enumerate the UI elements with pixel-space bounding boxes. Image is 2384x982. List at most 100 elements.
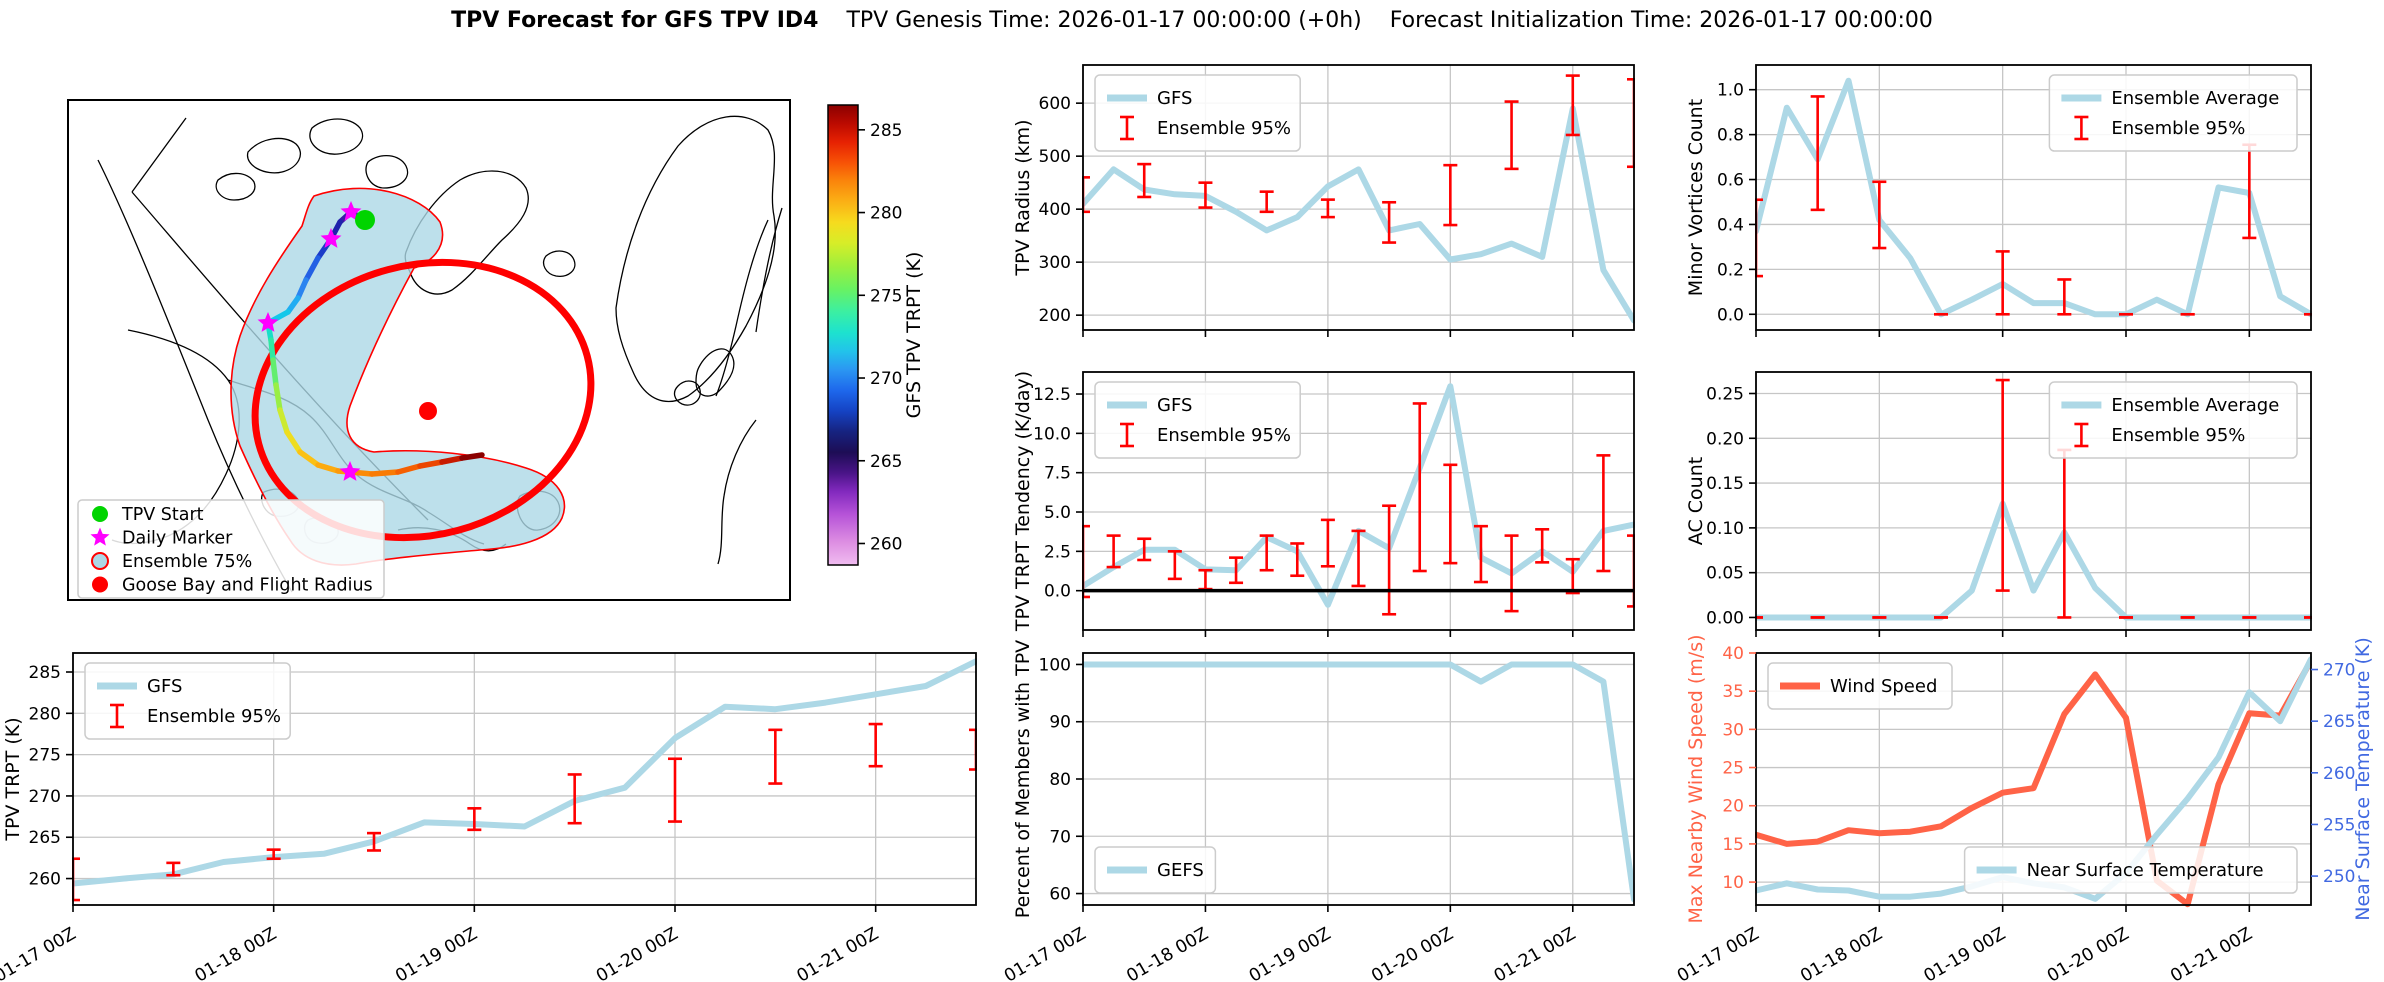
ytick-windtemp: 265 bbox=[2323, 712, 2355, 732]
series-ensemble-average-line bbox=[1755, 77, 2312, 318]
tpv-start-legend-marker bbox=[92, 506, 108, 522]
xtick-label: 01-20 00Z bbox=[593, 924, 682, 982]
ytick-windtemp: 30 bbox=[1722, 720, 1744, 740]
tpv-start-marker bbox=[355, 210, 375, 230]
ytick-windtemp: 255 bbox=[2323, 815, 2355, 835]
xtick-label: 01-20 00Z bbox=[2044, 924, 2133, 982]
trajectory-segment bbox=[285, 295, 301, 315]
legend-label-ensemble-95: Ensemble 95% bbox=[1157, 425, 1291, 446]
colorbar-tick: 280 bbox=[870, 204, 902, 224]
trajectory-segment bbox=[273, 382, 283, 413]
trajectory-segment bbox=[268, 337, 276, 363]
legend: Wind Speed bbox=[1767, 662, 1953, 710]
trajectory-segment bbox=[459, 452, 485, 461]
ytick-windtemp: 40 bbox=[1722, 644, 1744, 664]
ytick-percent: 60 bbox=[1049, 885, 1071, 905]
ylabel-near-surface-temperature-k: Near Surface Temperature (K) bbox=[2352, 637, 2374, 921]
plot-border bbox=[1082, 371, 1635, 631]
trajectory-segment bbox=[277, 407, 290, 435]
ytick-radius: 600 bbox=[1039, 94, 1071, 114]
ytick-tendency: 5.0 bbox=[1044, 503, 1071, 523]
colorbar-tick: 270 bbox=[870, 369, 902, 389]
ytick-trpt: 260 bbox=[29, 870, 61, 890]
colorbar-tick: 265 bbox=[870, 452, 902, 472]
series-gfs-line bbox=[72, 658, 977, 887]
map-legend: TPV Start Daily Marker Ensemble 75% Goose B… bbox=[77, 499, 385, 599]
ytick-windtemp: 20 bbox=[1722, 797, 1744, 817]
ytick-minor: 0.4 bbox=[1717, 215, 1744, 235]
ylabel-tpv-trpt-tendency-k-day: TPV TRPT Tendency (K/day) bbox=[1012, 371, 1034, 632]
legend-label-near-surface-temperature: Near Surface Temperature bbox=[2027, 860, 2264, 881]
figure-title: TPV Forecast for GFS TPV ID4 TPV Genesis … bbox=[0, 8, 2384, 33]
coast-arctic-island-1 bbox=[247, 137, 301, 174]
ytick-ac: 0.00 bbox=[1706, 608, 1744, 628]
map-legend-label-goose-bay-and-flight-radius: Goose Bay and Flight Radius bbox=[122, 576, 373, 596]
legend-box bbox=[1094, 846, 1217, 894]
goose-bay-marker bbox=[419, 402, 437, 420]
plot-border bbox=[72, 652, 977, 906]
title-genesis-time: TPV Genesis Time: 2026-01-17 00:00:00 (+… bbox=[846, 8, 1362, 33]
ensemble-75-region bbox=[230, 187, 566, 566]
trajectory-segment bbox=[297, 449, 321, 468]
map-legend-label-daily-marker: Daily Marker bbox=[122, 529, 233, 549]
goose-bay-and-flight-radius-legend-marker bbox=[92, 576, 108, 593]
ytick-ac: 0.20 bbox=[1706, 429, 1744, 449]
colorbar-tick: 275 bbox=[870, 286, 902, 306]
ytick-tendency: 10.0 bbox=[1033, 424, 1071, 444]
chart-windtemp: 10 15 20 25 30 35 40 Max Nearby Wind Speed (m/s… bbox=[1674, 634, 2374, 982]
ytick-percent: 100 bbox=[1039, 655, 1071, 675]
trajectory-segment bbox=[295, 277, 309, 301]
ytick-windtemp: 35 bbox=[1722, 682, 1744, 702]
legend-label-ensemble-95: Ensemble 95% bbox=[2111, 118, 2245, 139]
ytick-minor: 1.0 bbox=[1717, 81, 1744, 101]
ytick-ac: 0.05 bbox=[1706, 564, 1744, 584]
coast-norway-2 bbox=[755, 207, 783, 333]
ytick-minor: 0.8 bbox=[1717, 126, 1744, 146]
ytick-radius: 400 bbox=[1039, 200, 1071, 220]
chart-trpt: 260 265 270 275 280 285 TPV TRPT (K) 01-17 00Z 0… bbox=[0, 652, 977, 982]
ylabel-percent-of-members-with-tpv: Percent of Members with TPV bbox=[1012, 640, 1034, 918]
errorbars-ensemble-95 bbox=[72, 722, 977, 902]
series-gfs-line bbox=[1082, 105, 1635, 324]
xtick-label: 01-19 00Z bbox=[392, 924, 481, 982]
ylabel-ac-count: AC Count bbox=[1685, 457, 1707, 545]
ytick-trpt: 275 bbox=[29, 746, 61, 766]
title-forecast: TPV Forecast for GFS TPV ID4 bbox=[451, 8, 819, 33]
xtick-label: 01-17 00Z bbox=[1674, 924, 1763, 982]
daily-marker-star bbox=[320, 228, 342, 248]
plot-border bbox=[1755, 371, 2312, 631]
legend-box bbox=[1094, 74, 1301, 152]
trajectory-segment bbox=[395, 463, 423, 475]
ytick-percent: 90 bbox=[1049, 713, 1071, 733]
flight-radius-circle bbox=[251, 258, 595, 542]
legend: Ensemble Average Ensemble 95% bbox=[2048, 381, 2298, 459]
ytick-windtemp: 15 bbox=[1722, 835, 1744, 855]
xtick-label: 01-21 00Z bbox=[2167, 924, 2256, 982]
trajectory-segment bbox=[417, 459, 445, 469]
daily-marker-star bbox=[257, 312, 279, 332]
legend-label-gfs: GFS bbox=[1157, 395, 1192, 416]
coast-norway-1 bbox=[715, 219, 769, 397]
legend-label-gfs: GFS bbox=[1157, 88, 1192, 109]
trajectory-segment bbox=[315, 462, 341, 474]
series-wind-speed-line bbox=[1755, 657, 2312, 908]
xtick-label: 01-21 00Z bbox=[794, 924, 883, 982]
ylabel-minor-vortices-count: Minor Vortices Count bbox=[1685, 99, 1707, 296]
ytick-trpt: 265 bbox=[29, 828, 61, 848]
chart-minor: 0.0 0.2 0.4 0.6 0.8 1.0 Minor Vortices Count En… bbox=[1685, 64, 2312, 337]
trajectory-segment bbox=[270, 357, 279, 388]
legend-label-ensemble-95: Ensemble 95% bbox=[147, 706, 281, 727]
legend: GFS Ensemble 95% bbox=[1094, 74, 1301, 152]
legend-box bbox=[2048, 74, 2298, 152]
plot-border bbox=[1755, 652, 2312, 906]
legend-label-ensemble-average: Ensemble Average bbox=[2111, 395, 2279, 416]
chart-ac: 0.00 0.05 0.10 0.15 0.20 0.25 AC Count Ensemble… bbox=[1685, 371, 2312, 637]
daily-marker-star bbox=[339, 461, 361, 481]
ytick-ac: 0.15 bbox=[1706, 474, 1744, 494]
xtick-label: 01-19 00Z bbox=[1246, 924, 1335, 982]
ytick-radius: 300 bbox=[1039, 253, 1071, 273]
coast-arctic-island-2 bbox=[309, 118, 364, 155]
